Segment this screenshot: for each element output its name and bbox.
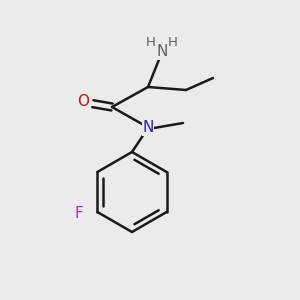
Text: N: N <box>142 121 154 136</box>
Text: N: N <box>156 44 168 59</box>
Text: H: H <box>146 35 156 49</box>
Text: F: F <box>75 206 84 221</box>
Text: O: O <box>77 94 89 110</box>
Text: H: H <box>168 35 178 49</box>
